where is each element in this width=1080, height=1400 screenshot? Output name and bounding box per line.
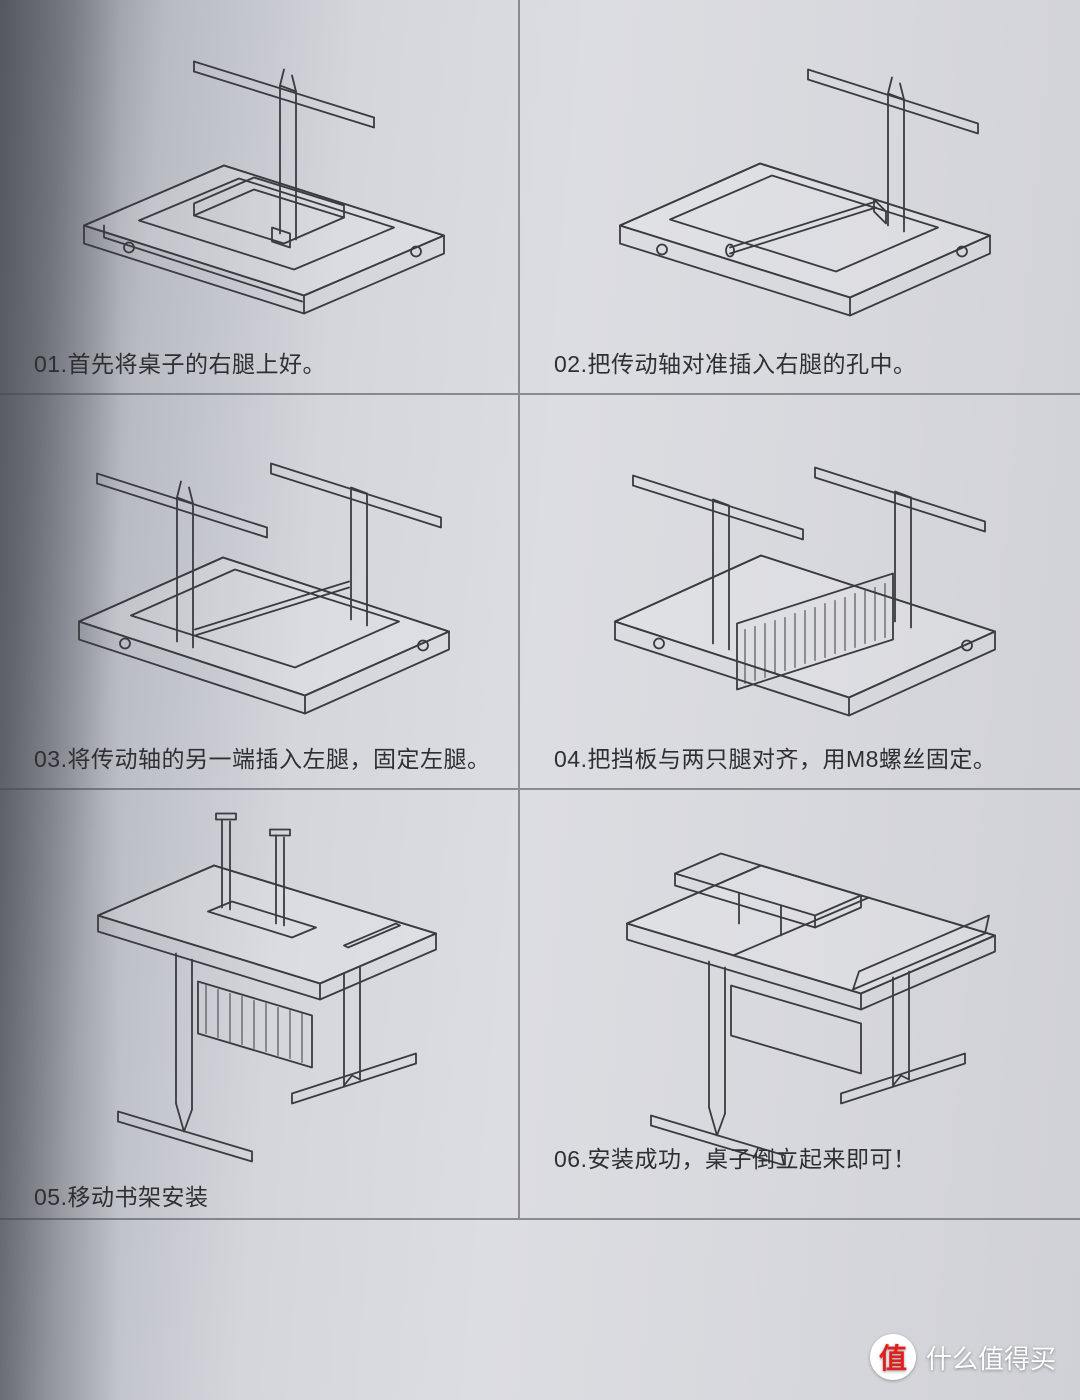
step-text: 把传动轴对准插入右腿的孔中。 bbox=[587, 351, 916, 377]
diagram-01 bbox=[44, 15, 474, 330]
step-cell-03: 03.将传动轴的另一端插入左腿，固定左腿。 bbox=[0, 395, 520, 790]
caption-03: 03.将传动轴的另一端插入左腿，固定左腿。 bbox=[34, 740, 490, 774]
diagram-06 bbox=[565, 786, 1035, 1171]
step-text: 把挡板与两只腿对齐，用M8螺丝固定。 bbox=[587, 746, 996, 772]
diagram-05 bbox=[44, 786, 474, 1171]
caption-05: 05.移动书架安装 bbox=[34, 1178, 208, 1212]
step-num: 02 bbox=[554, 351, 581, 377]
step-num: 01 bbox=[34, 351, 61, 377]
step-text: 将传动轴的另一端插入左腿，固定左腿。 bbox=[67, 746, 490, 772]
caption-01: 01.首先将桌子的右腿上好。 bbox=[34, 345, 326, 379]
instruction-page: 01.首先将桌子的右腿上好。 bbox=[0, 0, 1080, 1400]
caption-06: 06.安装成功，桌子倒立起来即可！ bbox=[554, 1140, 916, 1174]
watermark-badge-text: 值 bbox=[879, 1337, 907, 1377]
caption-02: 02.把传动轴对准插入右腿的孔中。 bbox=[554, 345, 916, 379]
step-num: 03 bbox=[34, 746, 61, 772]
step-cell-06: 06.安装成功，桌子倒立起来即可！ bbox=[520, 790, 1080, 1220]
step-cell-02: 02.把传动轴对准插入右腿的孔中。 bbox=[520, 0, 1080, 395]
watermark: 值 什么值得买 bbox=[870, 1334, 1056, 1380]
step-num: 04 bbox=[554, 746, 581, 772]
step-cell-01: 01.首先将桌子的右腿上好。 bbox=[0, 0, 520, 395]
caption-04: 04.把挡板与两只腿对齐，用M8螺丝固定。 bbox=[554, 740, 996, 774]
step-num: 05 bbox=[34, 1184, 61, 1210]
step-text: 首先将桌子的右腿上好。 bbox=[67, 351, 326, 377]
diagram-04 bbox=[565, 405, 1035, 730]
watermark-badge-icon: 值 bbox=[870, 1334, 916, 1380]
diagram-02 bbox=[570, 15, 1030, 330]
step-cell-04: 04.把挡板与两只腿对齐，用M8螺丝固定。 bbox=[520, 395, 1080, 790]
watermark-text: 什么值得买 bbox=[926, 1339, 1056, 1376]
step-text: 安装成功，桌子倒立起来即可！ bbox=[587, 1146, 916, 1172]
diagram-03 bbox=[39, 405, 479, 730]
step-cell-05: 05.移动书架安装 bbox=[0, 790, 520, 1220]
steps-grid: 01.首先将桌子的右腿上好。 bbox=[0, 0, 1080, 1400]
step-num: 06 bbox=[554, 1146, 581, 1172]
step-text: 移动书架安装 bbox=[67, 1184, 208, 1210]
